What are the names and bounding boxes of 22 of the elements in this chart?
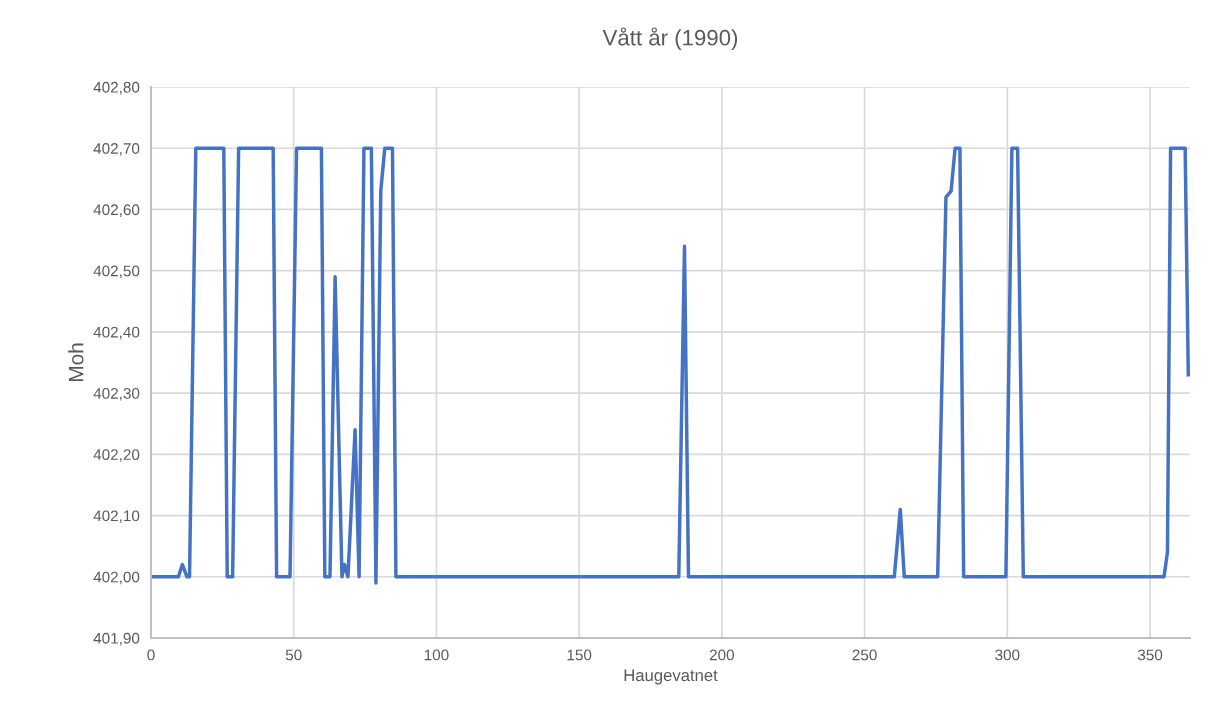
y-tick-label: 402,50: [93, 265, 140, 279]
chart-title: Vått år (1990): [602, 27, 738, 50]
y-tick-label: 402,60: [93, 204, 140, 217]
y-tick-label: 402,10: [93, 510, 140, 524]
x-axis-title: Haugevatnet: [624, 669, 718, 685]
y-tick-label: 402,40: [93, 326, 140, 340]
y-axis-title: Moh: [68, 343, 84, 382]
x-tick-label: 200: [709, 649, 735, 661]
y-tick-label: 401,90: [93, 632, 140, 646]
x-tick-label: 250: [852, 649, 877, 661]
x-tick-label: 0: [147, 649, 155, 661]
y-tick-label: 402,80: [93, 81, 140, 95]
line-series: [151, 146, 1190, 585]
x-tick-label: 300: [995, 649, 1020, 661]
x-tick-label: 150: [567, 649, 592, 661]
y-tick-label: 402,30: [93, 387, 140, 401]
y-tick-label: 402,00: [93, 571, 140, 585]
x-tick-label: 100: [424, 649, 449, 661]
y-tick-label: 402,20: [93, 449, 140, 462]
x-tick-label: 50: [285, 649, 302, 661]
x-tick-label: 350: [1137, 649, 1163, 661]
y-tick-label: 402,70: [93, 143, 140, 156]
